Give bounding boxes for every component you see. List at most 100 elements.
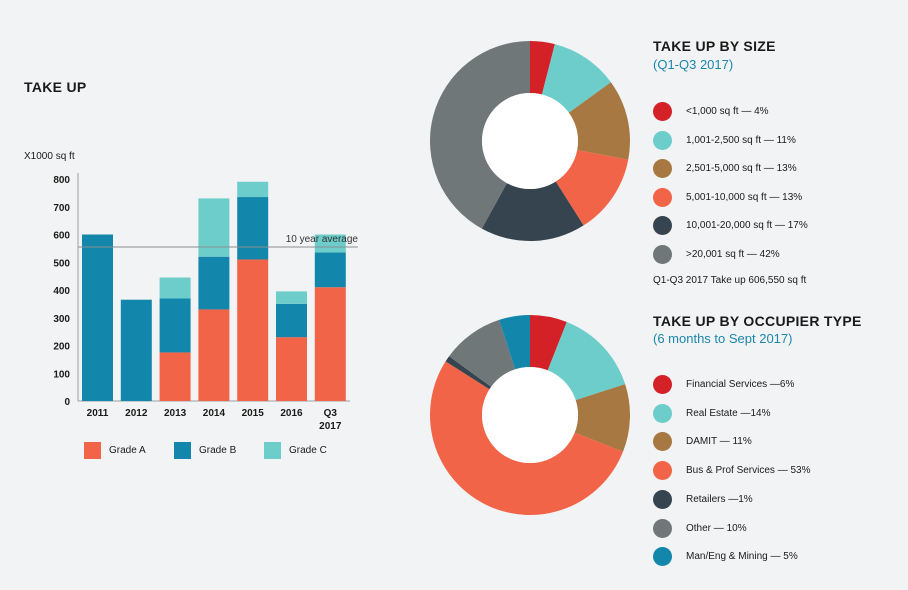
legend-dot [653,187,672,207]
size-note: Q1-Q3 2017 Take up 606,550 sq ft [653,275,807,286]
legend-label: Grade B [199,445,237,456]
y-axis-label: X1000 sq ft [24,151,75,162]
y-tick-label: 800 [53,175,70,186]
occupier-donut-chart [430,315,630,515]
legend-label: 2,501-5,000 sq ft — 13% [686,163,797,174]
legend-swatch [84,442,101,459]
legend-label: Real Estate —14% [686,407,771,419]
average-line-label: 10 year average [286,234,359,245]
legend-grade-a: Grade A [84,442,146,459]
y-tick-label: 700 [53,203,70,214]
stacked-bar-chart: 0 100 200 300 400 500 600 700 800 2011 2012 2013 201… [53,173,359,432]
occupier-title: TAKE UP BY OCCUPIER TYPE [653,313,862,329]
legend-label: Retailers —1% [686,493,753,505]
x-tick-label: 2017 [319,421,342,432]
legend-label: Grade A [109,445,146,456]
size-donut-chart [430,41,630,241]
occupier-subtitle: (6 months to Sept 2017) [653,331,793,346]
legend-dot [653,432,672,452]
bar-segment-grade-b [120,299,152,401]
legend-item: Real Estate —14% [653,403,771,423]
legend-label: 1,001-2,500 sq ft — 11% [686,134,796,146]
y-tick-label: 400 [53,286,70,297]
x-tick-label: 2011 [87,408,109,419]
x-tick-label: 2014 [203,408,226,419]
donut-slice [547,322,626,401]
legend-dot [653,244,672,264]
legend-label: 10,001-20,000 sq ft — 17% [686,220,808,231]
bar-segment-grade-b [82,234,113,401]
legend-dot [653,102,672,121]
legend-label: Grade C [289,445,327,456]
legend-item: <1,000 sq ft — 4% [653,102,769,121]
legend-dot [653,461,672,481]
bar-segment-grade-c [314,234,346,253]
bar-segment-grade-c [237,181,269,198]
legend-label: >20,001 sq ft — 42% [686,248,780,260]
legend-label: Bus & Prof Services — 53% [686,465,811,477]
donut-hole [482,367,578,463]
legend-grade-b: Grade B [174,442,236,459]
legend-label: <1,000 sq ft — 4% [686,106,769,117]
x-tick-label: Q3 [324,408,338,419]
bar-segment-grade-b [198,256,230,310]
size-title: TAKE UP BY SIZE [653,38,776,54]
bar-segment-grade-c [198,198,230,257]
legend-grade-c: Grade C [264,442,327,459]
legend-item: Other — 10% [653,518,747,538]
donut-slice [530,315,567,371]
legend-item: 5,001-10,000 sq ft — 13% [653,187,803,207]
y-tick-label: 0 [64,397,70,408]
legend-label: DAMIT — 11% [686,436,752,448]
donut-slice [445,356,492,390]
legend-label: Man/Eng & Mining — 5% [686,551,798,563]
bar-segment-grade-a [198,309,230,401]
x-tick-label: 2016 [280,408,303,419]
y-tick-label: 100 [53,369,70,380]
legend-item: 10,001-20,000 sq ft — 17% [653,216,808,235]
x-tick-label: 2015 [242,408,265,419]
y-tick-label: 600 [53,231,70,242]
legend-item: >20,001 sq ft — 42% [653,244,780,264]
x-tick-label: 2012 [125,408,148,419]
donut-slice [430,361,623,515]
legend-dot [653,216,672,235]
donut-slice [481,181,584,241]
donut-slice [541,44,611,113]
legend-swatch [264,442,281,459]
legend-dot [653,375,672,394]
bar-segment-grade-c [276,291,307,304]
donut-slice [449,319,516,387]
legend-dot [653,403,672,423]
donut-slice [430,41,530,229]
bar-segment-grade-a [159,352,191,401]
y-tick-label: 500 [53,258,70,269]
bar-segment-grade-b [314,252,346,288]
legend-label: Other — 10% [686,522,747,534]
legend-item: DAMIT — 11% [653,432,752,452]
legend-item: Retailers —1% [653,489,753,509]
legend-dot [653,159,672,178]
legend-item: Bus & Prof Services — 53% [653,461,811,481]
donut-slice [568,82,630,160]
legend-dot [653,547,672,567]
size-subtitle: (Q1-Q3 2017) [653,57,734,72]
legend-swatch [174,442,191,459]
legend-label: 5,001-10,000 sq ft — 13% [686,191,803,203]
bar-segment-grade-c [159,277,191,299]
bar-segment-grade-a [237,259,269,401]
bar-segment-grade-b [237,197,269,260]
bar-segment-grade-b [159,298,191,353]
legend-item: 2,501-5,000 sq ft — 13% [653,159,797,178]
legend-dot [653,489,672,509]
x-tick-label: 2013 [164,408,187,419]
legend-item: 1,001-2,500 sq ft — 11% [653,130,796,150]
legend-dot [653,518,672,538]
legend-dot [653,130,672,150]
legend-item: Man/Eng & Mining — 5% [653,547,798,567]
legend-item: Financial Services —6% [653,375,794,394]
y-tick-label: 200 [53,342,70,353]
donut-slice [499,315,530,370]
legend-label: Financial Services —6% [686,379,795,390]
y-tick-label: 300 [53,314,70,325]
